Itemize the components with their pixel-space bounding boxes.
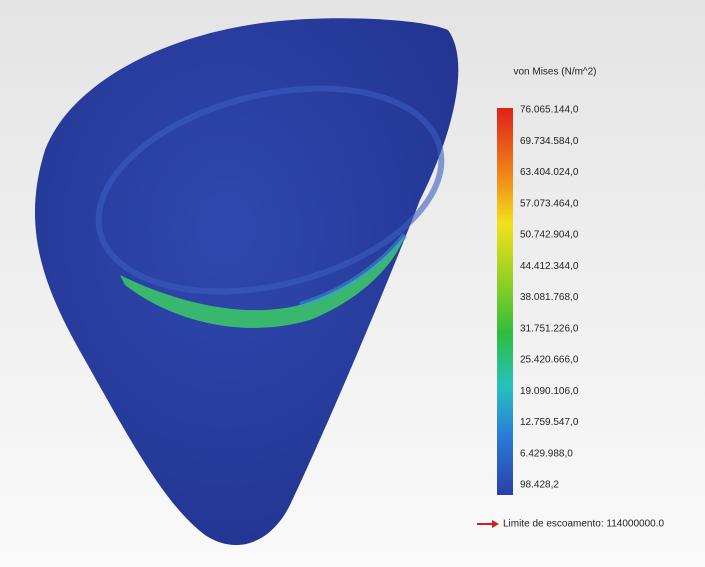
legend-label: 31.751.226,0: [520, 323, 579, 334]
legend-label: 57.073.464,0: [520, 198, 579, 209]
legend-label: 98.428,2: [520, 480, 559, 491]
legend-label: 19.090.106,0: [520, 386, 579, 397]
legend-label: 63.404.024,0: [520, 167, 579, 178]
legend-label: 69.734.584,0: [520, 136, 579, 147]
color-bar: [497, 108, 513, 495]
legend-title: von Mises (N/m^2): [513, 67, 596, 78]
legend-label: 50.742.904,0: [520, 230, 579, 241]
yield-label: Limite de escoamento: 114000000.0: [503, 519, 664, 530]
legend-label: 44.412.344,0: [520, 261, 579, 272]
legend-label: 6.429.988,0: [520, 448, 573, 459]
legend-label: 38.081.768,0: [520, 292, 579, 303]
stress-plot: von Mises (N/m^2) 76.065.144,0 69.734.584…: [0, 0, 705, 567]
legend-label: 25.420.666,0: [520, 355, 579, 366]
legend-label: 76.065.144,0: [520, 105, 579, 116]
legend-label: 12.759.547,0: [520, 417, 579, 428]
